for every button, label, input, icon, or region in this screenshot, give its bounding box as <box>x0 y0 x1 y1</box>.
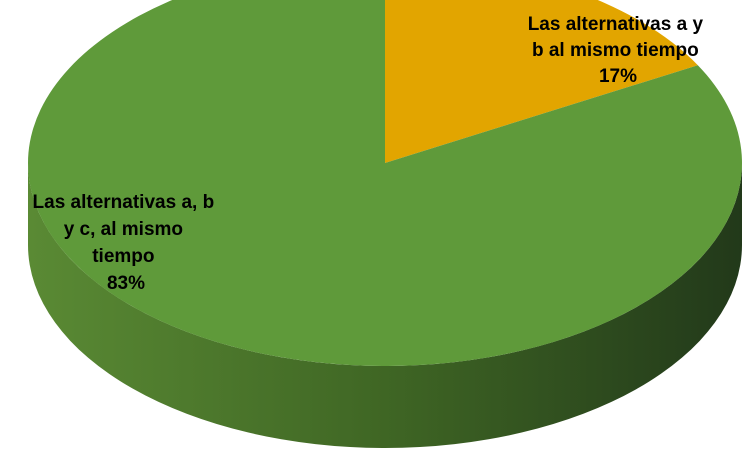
slice-label-0: Las alternativas a y b al mismo tiempo 1… <box>528 14 709 87</box>
pie-side-wall <box>28 163 742 448</box>
slice-label-0-line-1: b al mismo tiempo <box>532 40 699 61</box>
pie-sides <box>28 163 742 448</box>
pie-tops <box>28 0 742 366</box>
slice-label-0-line-0: Las alternativas a y <box>528 14 704 35</box>
slice-label-1: Las alternativas a, b y c, al mismo tiem… <box>33 192 220 294</box>
slice-label-1-line-1: y c, al mismo <box>64 219 183 240</box>
slice-label-1-line-2: tiempo <box>92 246 154 267</box>
pie-slice-1 <box>28 0 742 366</box>
slice-label-0-percent: 17% <box>599 66 637 87</box>
slice-label-1-percent: 83% <box>107 273 145 294</box>
slice-label-1-line-0: Las alternativas a, b <box>33 192 215 213</box>
pie-slice-0 <box>385 0 698 163</box>
